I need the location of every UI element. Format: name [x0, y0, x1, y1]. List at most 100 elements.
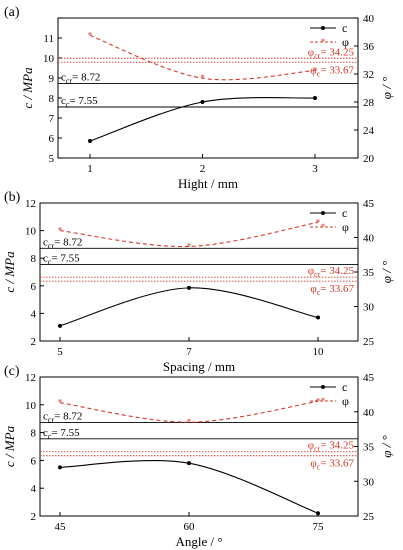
- data-point-c: [187, 285, 191, 290]
- data-point-c: [316, 315, 320, 320]
- ref-label-phi: φcr= 34.25: [308, 265, 355, 279]
- y2-tick-label: 45: [363, 198, 375, 210]
- x-tick-label: 10: [313, 346, 325, 358]
- y2-tick-label: 25: [363, 336, 375, 348]
- y-tick-label: 12: [25, 372, 36, 384]
- ref-label-c: cc= 7.55: [43, 427, 80, 441]
- y-tick-label: 8: [31, 428, 37, 440]
- y2-tick-label: 28: [363, 97, 375, 109]
- y2-tick-label: 32: [363, 69, 374, 81]
- data-point-phi: *: [58, 226, 63, 236]
- y-tick-label: 6: [31, 281, 37, 293]
- y2-tick-label: 35: [363, 442, 375, 454]
- data-point-c: [313, 96, 317, 100]
- y2-tick-label: 24: [363, 125, 375, 137]
- y2-tick-label: 25: [363, 511, 375, 523]
- y-tick-label: 4: [31, 308, 37, 320]
- series-line-c: [59, 287, 319, 327]
- x-tick-label: 75: [313, 521, 325, 533]
- data-point-c: [316, 511, 320, 516]
- x-tick-label: 7: [186, 346, 192, 358]
- y-tick-label: 5: [49, 153, 55, 165]
- y2-tick-label: 40: [363, 13, 375, 25]
- y-tick-label: 6: [31, 455, 37, 467]
- y2-axis-title: φ / °: [379, 77, 394, 100]
- data-point-c: [88, 139, 92, 143]
- x-tick-label: 45: [55, 521, 67, 533]
- ref-label-c: ccr= 8.72: [43, 411, 82, 425]
- legend-label: φ: [342, 394, 349, 408]
- y-tick-label: 8: [31, 253, 37, 265]
- y-tick-label: 2: [31, 336, 37, 348]
- legend-label: c: [342, 21, 347, 35]
- y2-tick-label: 35: [363, 267, 375, 279]
- y-tick-label: 2: [31, 511, 37, 523]
- ref-label-phi: φc= 33.67: [310, 458, 354, 472]
- plot-frame: [57, 17, 359, 159]
- legend-marker: [321, 385, 325, 389]
- y-tick-label: 6: [49, 133, 55, 145]
- y2-tick-label: 45: [363, 372, 375, 384]
- data-point-c: [200, 100, 205, 104]
- ref-label-c: ccr= 8.72: [43, 236, 82, 250]
- y2-tick-label: 30: [363, 302, 375, 314]
- legend-marker: [321, 26, 325, 30]
- y2-tick-label: 40: [363, 407, 375, 419]
- y-axis-title: c / MPa: [2, 251, 17, 293]
- y2-axis-title: φ / °: [379, 435, 394, 458]
- data-point-phi: *: [316, 396, 321, 406]
- panel-label: (a): [4, 5, 20, 20]
- legend-label: φ: [342, 35, 349, 49]
- x-tick-label: 2: [200, 163, 206, 175]
- y-tick-label: 7: [49, 113, 55, 125]
- series-line-phi: [89, 34, 316, 81]
- y-tick-label: 8: [49, 93, 55, 105]
- panel-3: (c) 45 60 75 2 4 6 8 10 12 25 30 35 40 45 Angle / ° c / …: [2, 364, 394, 549]
- data-point-c: [58, 323, 62, 328]
- data-point-phi: *: [313, 66, 318, 76]
- data-point-phi: *: [187, 417, 192, 427]
- ref-label-phi: φcr= 34.25: [308, 46, 355, 60]
- data-point-phi: *: [316, 217, 321, 227]
- x-axis-title: Spacing / mm: [163, 359, 235, 374]
- y2-tick-label: 36: [363, 41, 375, 53]
- y2-tick-label: 40: [363, 233, 375, 245]
- panel-2: (b) 5 7 10 2 4 6 8 10 12 25 30 35 40 45 Spacing / mm c /…: [2, 190, 394, 374]
- data-point-phi: *: [200, 73, 205, 83]
- data-point-c: [58, 465, 62, 470]
- data-point-c: [187, 461, 191, 466]
- series-line-phi: [59, 221, 319, 248]
- legend-marker: [321, 211, 325, 215]
- series-line-c: [89, 97, 316, 142]
- y-tick-label: 10: [25, 226, 37, 238]
- y-tick-label: 11: [43, 33, 54, 45]
- ref-label-phi: φcr= 34.25: [308, 440, 355, 454]
- series-line-phi: [59, 400, 319, 423]
- y2-tick-label: 20: [363, 153, 375, 165]
- panel-label: (c): [4, 364, 20, 379]
- legend-marker: *: [321, 222, 326, 232]
- x-tick-label: 5: [57, 346, 63, 358]
- ref-label-phi: φc= 33.67: [310, 283, 354, 297]
- panel-1: (a) 1 2 3 5 6 7 8 9 10 11 20 24 28 32 36 40 Hight / mm c /…: [4, 5, 394, 191]
- data-point-phi: *: [187, 241, 192, 251]
- ref-label-c: ccr= 8.72: [61, 72, 100, 86]
- x-tick-label: 60: [184, 521, 196, 533]
- y-tick-label: 10: [25, 400, 37, 412]
- legend-marker: *: [321, 37, 326, 47]
- x-axis-title: Hight / mm: [178, 176, 238, 191]
- data-point-phi: *: [88, 31, 93, 41]
- panel-label: (b): [4, 190, 21, 205]
- series-line-c: [59, 459, 319, 514]
- ref-label-c: cc= 7.55: [61, 95, 98, 109]
- ref-label-c: cc= 7.55: [43, 252, 80, 266]
- y-axis-title: c / MPa: [2, 425, 17, 467]
- y-tick-label: 4: [31, 483, 37, 495]
- data-point-phi: *: [58, 398, 63, 408]
- y-tick-label: 12: [25, 198, 36, 210]
- legend-label: c: [342, 380, 347, 394]
- y2-tick-label: 30: [363, 476, 375, 488]
- y2-axis-title: φ / °: [379, 261, 394, 284]
- legend-label: φ: [342, 220, 349, 234]
